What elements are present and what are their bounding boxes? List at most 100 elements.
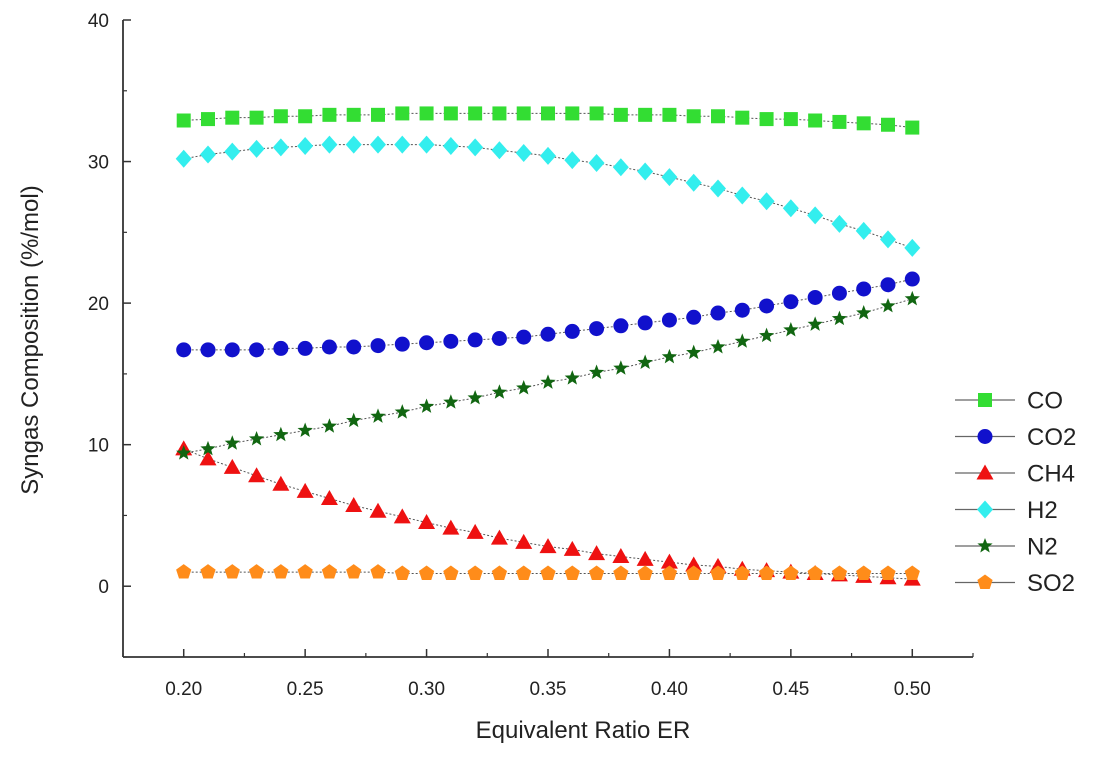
- data-point-co2: [394, 336, 410, 352]
- data-point-co: [492, 106, 507, 121]
- data-point-co: [686, 109, 701, 124]
- data-point-h2: [904, 238, 921, 257]
- data-point-h2: [491, 141, 508, 160]
- data-point-n2: [297, 422, 313, 437]
- data-point-so2: [831, 565, 848, 580]
- data-point-so2: [346, 564, 362, 579]
- data-point-co: [856, 116, 871, 131]
- data-point-so2: [880, 565, 896, 580]
- data-point-co2: [443, 333, 459, 349]
- data-point-co: [735, 110, 750, 125]
- data-point-ch4: [393, 508, 411, 524]
- data-point-n2: [224, 435, 240, 450]
- data-point-so2: [467, 565, 483, 580]
- data-point-n2: [904, 290, 920, 306]
- data-point-h2: [880, 230, 896, 249]
- data-point-co2: [613, 318, 629, 334]
- data-point-n2: [807, 316, 823, 331]
- data-point-co2: [370, 338, 386, 354]
- data-point-n2: [783, 322, 799, 337]
- legend-marker-h2: [977, 500, 993, 519]
- data-point-h2: [321, 135, 338, 154]
- x-tick-label: 0.20: [165, 679, 202, 700]
- data-point-co: [322, 107, 337, 122]
- data-point-n2: [661, 348, 678, 364]
- data-point-h2: [467, 138, 484, 157]
- data-point-n2: [248, 431, 265, 446]
- data-point-co2: [880, 277, 896, 293]
- data-point-co: [832, 114, 847, 129]
- data-point-co: [371, 107, 385, 122]
- data-point-ch4: [223, 458, 241, 474]
- data-point-h2: [807, 206, 824, 225]
- data-point-co: [468, 106, 483, 121]
- legend-label-h2: H2: [1027, 497, 1058, 524]
- data-point-ch4: [588, 545, 606, 561]
- y-axis-title: Syngas Composition (%/mol): [17, 185, 44, 494]
- data-point-n2: [346, 412, 362, 428]
- data-point-co: [395, 106, 410, 121]
- data-point-co: [419, 106, 434, 121]
- data-point-n2: [418, 398, 435, 413]
- data-point-h2: [224, 142, 241, 161]
- data-point-n2: [588, 364, 605, 379]
- data-point-so2: [370, 564, 386, 579]
- data-point-so2: [418, 565, 435, 580]
- data-point-n2: [856, 305, 872, 320]
- data-point-co2: [589, 321, 605, 337]
- data-point-co: [249, 110, 264, 125]
- data-point-co: [298, 109, 313, 124]
- data-point-h2: [710, 179, 726, 198]
- data-point-co2: [904, 271, 920, 287]
- axis-ticks: 0 10 20 30 40 0.20 0.25 0.30 0.35 0.40 0.45 0.50: [88, 11, 974, 700]
- data-point-n2: [564, 370, 580, 385]
- data-point-co: [638, 107, 653, 122]
- data-point-co: [176, 113, 191, 128]
- y-tick-label: 0: [98, 577, 109, 598]
- data-point-n2: [516, 380, 532, 395]
- data-point-h2: [248, 139, 265, 158]
- data-point-co2: [346, 339, 362, 355]
- data-point-n2: [176, 445, 192, 460]
- data-point-co: [881, 117, 895, 132]
- data-point-ch4: [369, 502, 387, 518]
- data-point-h2: [272, 138, 289, 157]
- data-point-co2: [831, 285, 847, 301]
- y-tick-label: 10: [88, 436, 109, 457]
- data-point-n2: [637, 354, 653, 370]
- data-point-co: [225, 110, 240, 125]
- data-point-co2: [637, 315, 653, 331]
- data-point-co: [711, 109, 725, 124]
- data-point-so2: [613, 565, 629, 580]
- data-point-n2: [540, 374, 556, 389]
- data-point-so2: [200, 564, 216, 579]
- data-point-co: [273, 109, 288, 124]
- data-point-so2: [734, 565, 750, 580]
- data-point-co: [905, 120, 920, 135]
- data-point-so2: [564, 565, 580, 580]
- data-point-h2: [175, 149, 192, 168]
- data-point-co: [759, 112, 774, 127]
- data-point-ch4: [685, 556, 703, 572]
- data-point-co2: [297, 340, 313, 356]
- y-tick-label: 40: [88, 11, 109, 32]
- data-point-so2: [443, 565, 459, 580]
- data-point-co2: [419, 335, 435, 351]
- data-point-co2: [734, 302, 750, 318]
- data-point-n2: [443, 394, 459, 409]
- data-point-so2: [491, 565, 508, 580]
- data-point-so2: [758, 565, 775, 580]
- data-point-n2: [880, 297, 896, 313]
- data-point-co2: [249, 342, 265, 358]
- data-point-co: [201, 112, 215, 127]
- data-point-n2: [613, 360, 629, 375]
- data-point-h2: [758, 192, 775, 211]
- data-point-so2: [273, 564, 289, 579]
- data-point-n2: [758, 327, 775, 343]
- data-point-so2: [297, 564, 313, 579]
- y-tick-label: 20: [88, 294, 109, 315]
- data-point-co: [613, 107, 628, 122]
- legend-marker-co2: [977, 429, 993, 444]
- x-tick-label: 0.25: [287, 679, 324, 700]
